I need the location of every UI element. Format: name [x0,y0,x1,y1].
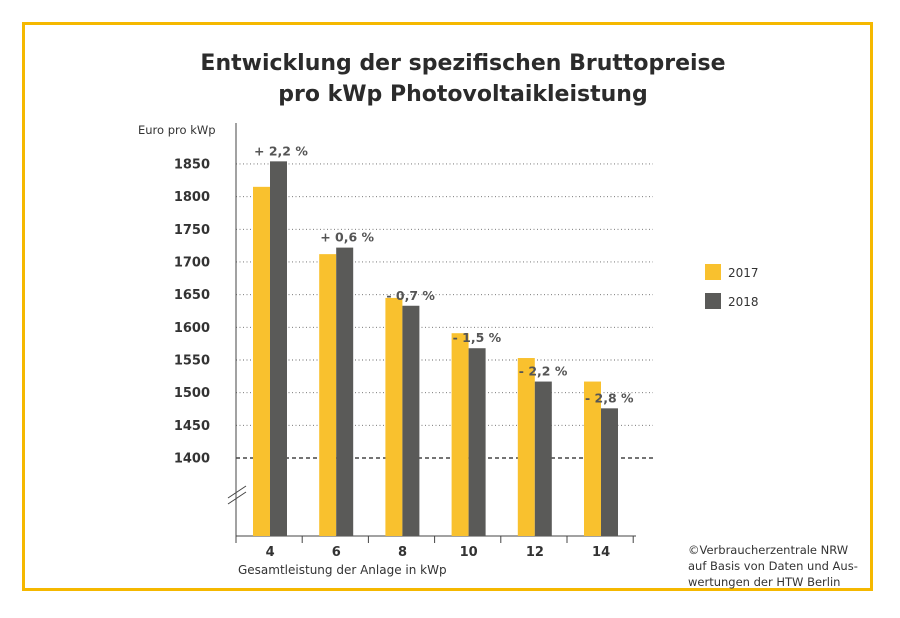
x-tick-label-14: 14 [592,545,610,560]
source-note: ©Verbraucherzentrale NRW auf Basis von D… [688,543,858,589]
y-tick-1400: 1400 [174,452,210,467]
change-label-6: + 0,6 % [320,230,374,245]
chart-title: Entwicklung der spezifischen Bruttopreis… [200,51,725,107]
bar-2018-12 [534,381,552,536]
bar-2018-4 [270,161,287,537]
y-tick-1850: 1850 [174,157,210,172]
x-axis-label: Gesamtleistung der Anlage in kWp [238,563,447,577]
axis-break-mark-1 [227,485,247,499]
grid [236,163,653,459]
axes: 1400 1450 1500 1550 1600 1650 1700 1750 1800 1850 [174,123,636,543]
y-tick-1550: 1550 [174,353,210,368]
x-tick-label-4: 4 [266,545,275,560]
change-label-4: + 2,2 % [254,143,308,158]
y-tick-1800: 1800 [174,190,210,205]
bar-2017-8 [385,297,403,536]
change-label-10: - 1,5 % [453,330,502,345]
legend-swatch-2017 [705,264,721,280]
bar-2018-10 [468,348,486,536]
bar-2018-8 [402,305,420,536]
source-line-1: ©Verbraucherzentrale NRW [688,543,848,557]
y-tick-1700: 1700 [174,255,210,270]
chart-title-line-2: pro kWp Photovoltaikleistung [278,82,647,107]
legend-label-2018: 2018 [728,295,759,309]
bar-2017-4 [253,186,270,537]
y-tick-1500: 1500 [174,386,210,401]
change-label-12: - 2,2 % [519,364,568,379]
bar-2017-6 [319,254,337,536]
axis-break-mark-2 [227,491,247,505]
y-tick-1450: 1450 [174,419,210,434]
bar-2017-14 [584,381,601,536]
chart-frame [22,22,873,591]
y-tick-1600: 1600 [174,321,210,336]
x-tick-label-6: 6 [332,545,341,560]
legend: 2017 2018 [705,264,759,309]
change-label-8: - 0,7 % [386,288,435,303]
bar-2017-10 [451,333,469,536]
y-axis-label: Euro pro kWp [138,123,216,137]
x-tick-label-10: 10 [460,545,478,560]
legend-swatch-2018 [705,293,721,309]
x-tick-label-8: 8 [398,545,407,560]
source-line-2: auf Basis von Daten und Aus- [688,559,858,573]
x-tick-label-12: 12 [526,545,544,560]
bar-2017-12 [517,358,535,536]
y-tick-1750: 1750 [174,223,210,238]
bars [253,161,618,537]
y-tick-1650: 1650 [174,288,210,303]
labels: 4 + 2,2 % 6 + 0,6 % 8 - 0,7 % 10 - 1,5 % 12 - 2,2… [254,143,634,560]
source-line-3: wertungen der HTW Berlin [688,575,840,589]
chart-title-line-1: Entwicklung der spezifischen Bruttopreis… [200,51,725,76]
bar-2018-6 [336,247,354,536]
change-label-14: - 2,8 % [585,390,634,405]
bar-2018-14 [601,408,618,536]
legend-label-2017: 2017 [728,266,759,280]
